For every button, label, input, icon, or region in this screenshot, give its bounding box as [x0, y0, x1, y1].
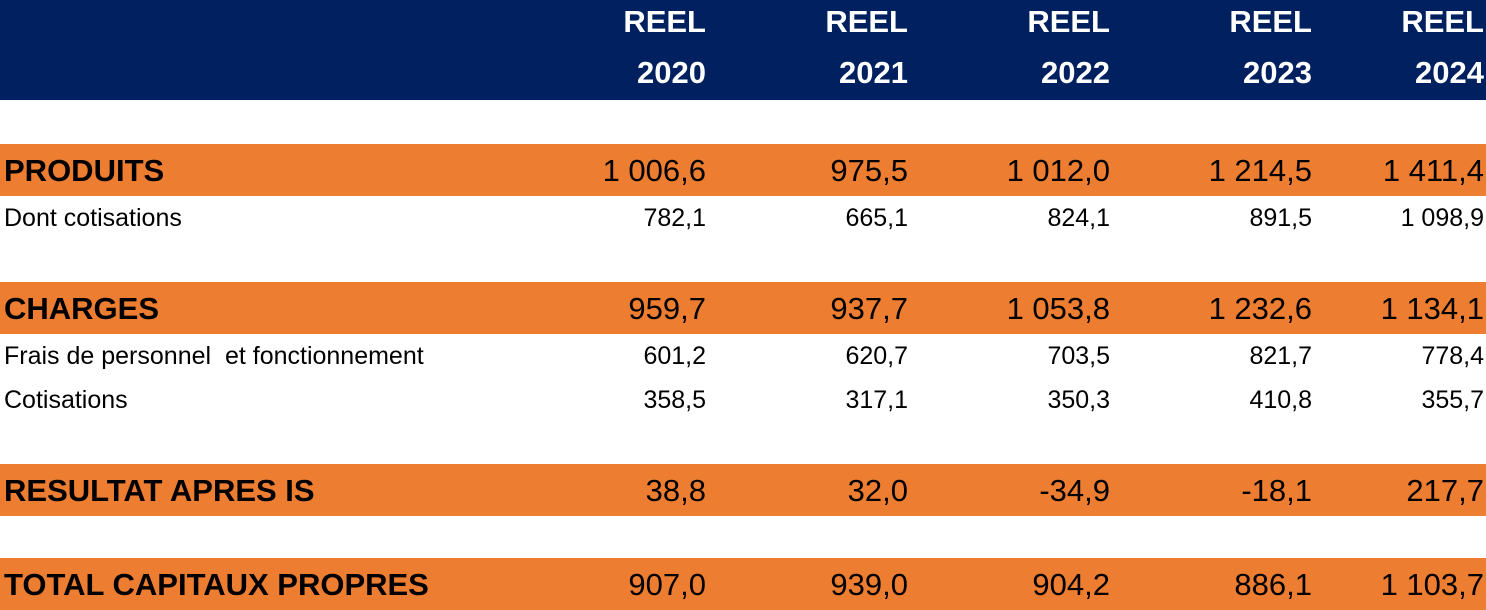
- cell-2020: 907,0: [628, 567, 706, 602]
- column-header-2020: REEL 2020: [506, 0, 706, 100]
- cell-2024: 217,7: [1406, 473, 1484, 508]
- column-header-2021: REEL 2021: [708, 0, 908, 100]
- cell-2022: 703,5: [1047, 342, 1110, 370]
- column-header-2024: REEL 2024: [1324, 0, 1484, 100]
- cell-2023: 821,7: [1249, 342, 1312, 370]
- cell-2024: 778,4: [1421, 342, 1484, 370]
- cell-2023: -18,1: [1241, 473, 1312, 508]
- cell-2022: 1 053,8: [1006, 291, 1110, 326]
- row-frais-personnel: Frais de personnel et fonctionnement 601…: [0, 337, 1486, 377]
- row-cotisations: Cotisations 358,5 317,1 350,3 410,8 355,…: [0, 381, 1486, 421]
- cell-2024: 1 098,9: [1400, 204, 1484, 232]
- column-header-line2: 2021: [839, 55, 908, 90]
- column-header-2023: REEL 2023: [1112, 0, 1312, 100]
- cell-2020: 959,7: [628, 291, 706, 326]
- cell-2023: 410,8: [1249, 386, 1312, 414]
- cell-2023: 1 214,5: [1208, 153, 1312, 188]
- column-header-line1: REEL: [825, 4, 908, 39]
- cell-2024: 355,7: [1421, 386, 1484, 414]
- table-header: REEL 2020 REEL 2021 REEL 2022 REEL 2023 …: [0, 0, 1486, 100]
- cell-2020: 601,2: [643, 342, 706, 370]
- cell-2020: 782,1: [643, 204, 706, 232]
- row-label: TOTAL CAPITAUX PROPRES: [4, 567, 429, 602]
- column-header-2022: REEL 2022: [910, 0, 1110, 100]
- cell-2023: 891,5: [1249, 204, 1312, 232]
- cell-2021: 975,5: [830, 153, 908, 188]
- cell-2020: 38,8: [645, 473, 706, 508]
- row-resultat-apres-is: RESULTAT APRES IS 38,8 32,0 -34,9 -18,1 …: [0, 464, 1486, 516]
- row-label: Frais de personnel et fonctionnement: [4, 342, 424, 370]
- row-label: Dont cotisations: [4, 204, 182, 232]
- cell-2023: 886,1: [1234, 567, 1312, 602]
- row-label: RESULTAT APRES IS: [4, 473, 315, 508]
- row-total-capitaux-propres: TOTAL CAPITAUX PROPRES 907,0 939,0 904,2…: [0, 558, 1486, 610]
- row-label: Cotisations: [4, 386, 128, 414]
- cell-2024: 1 134,1: [1380, 291, 1484, 326]
- cell-2022: 824,1: [1047, 204, 1110, 232]
- cell-2023: 1 232,6: [1208, 291, 1312, 326]
- cell-2022: 904,2: [1032, 567, 1110, 602]
- row-charges: CHARGES 959,7 937,7 1 053,8 1 232,6 1 13…: [0, 282, 1486, 334]
- column-header-line2: 2023: [1243, 55, 1312, 90]
- column-header-line1: REEL: [1027, 4, 1110, 39]
- row-produits: PRODUITS 1 006,6 975,5 1 012,0 1 214,5 1…: [0, 144, 1486, 196]
- cell-2021: 665,1: [845, 204, 908, 232]
- cell-2021: 939,0: [830, 567, 908, 602]
- column-header-line2: 2024: [1415, 55, 1484, 90]
- cell-2020: 358,5: [643, 386, 706, 414]
- cell-2021: 620,7: [845, 342, 908, 370]
- column-header-line2: 2020: [637, 55, 706, 90]
- cell-2021: 32,0: [847, 473, 908, 508]
- cell-2021: 317,1: [845, 386, 908, 414]
- column-header-line1: REEL: [623, 4, 706, 39]
- cell-2024: 1 103,7: [1380, 567, 1484, 602]
- cell-2022: -34,9: [1039, 473, 1110, 508]
- column-header-line1: REEL: [1401, 4, 1484, 39]
- column-header-line2: 2022: [1041, 55, 1110, 90]
- row-dont-cotisations: Dont cotisations 782,1 665,1 824,1 891,5…: [0, 199, 1486, 239]
- row-label: CHARGES: [4, 291, 160, 326]
- column-header-line1: REEL: [1229, 4, 1312, 39]
- cell-2020: 1 006,6: [602, 153, 706, 188]
- cell-2022: 350,3: [1047, 386, 1110, 414]
- row-label: PRODUITS: [4, 153, 165, 188]
- cell-2024: 1 411,4: [1382, 153, 1484, 188]
- cell-2022: 1 012,0: [1006, 153, 1110, 188]
- cell-2021: 937,7: [830, 291, 908, 326]
